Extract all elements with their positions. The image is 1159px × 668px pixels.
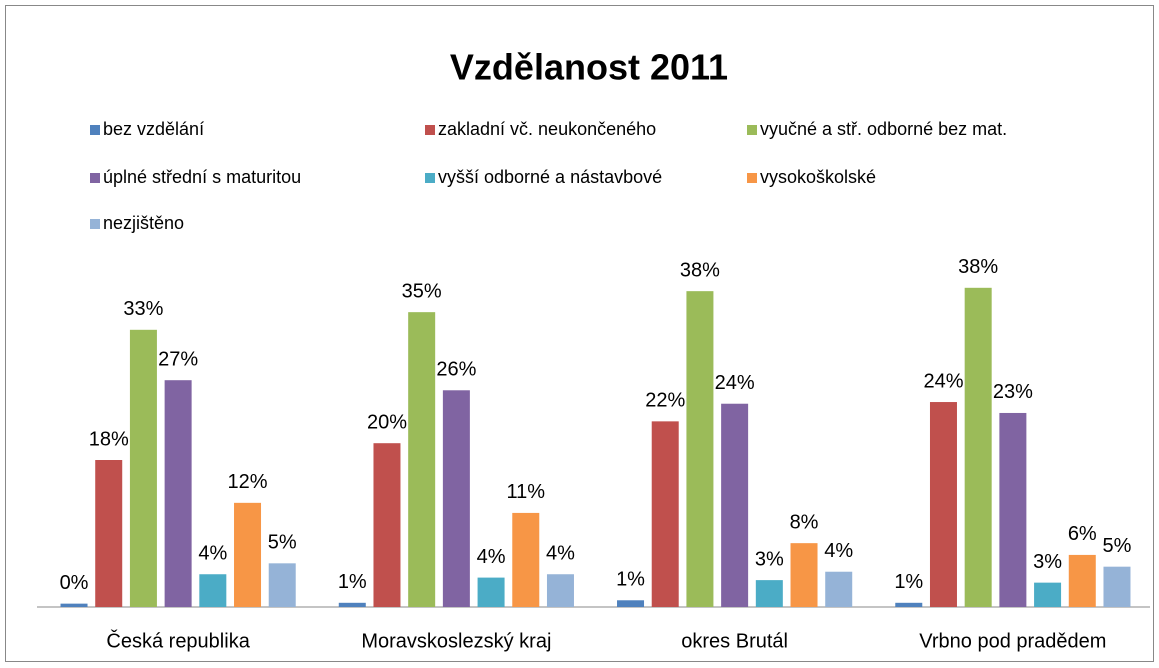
bar [651,421,679,607]
chart-frame [5,5,1154,662]
bar [1103,566,1131,607]
bar [790,543,818,607]
data-label: 23% [993,381,1033,403]
bar [442,390,470,607]
bar [199,574,227,607]
data-label: 12% [228,471,268,493]
bar [268,563,296,607]
x-tick-label: Česká republika [106,629,250,652]
data-label: 11% [507,481,546,503]
bar [999,412,1027,607]
data-label: 1% [616,569,645,591]
x-tick-label: Moravskoslezský kraj [361,630,551,652]
data-label: 5% [1103,535,1132,557]
data-label: 27% [158,348,198,370]
legend-swatch [90,173,100,183]
data-label: 4% [546,543,575,565]
bar [60,603,88,607]
data-label: 1% [338,571,367,593]
bar [512,512,540,607]
x-tick-label: Vrbno pod pradědem [919,630,1106,652]
bar [234,502,262,607]
data-label: 24% [923,370,963,392]
legend-label: vyšší odborné a nástavbové [438,167,662,187]
data-label: 8% [790,511,819,533]
data-label: 33% [123,298,163,320]
bar [721,403,749,607]
x-tick-label: okres Brutál [681,630,788,652]
bar [1068,554,1096,607]
data-label: 4% [198,543,227,565]
data-label: 1% [894,571,923,593]
legend-label: zakladní vč. neukončeného [438,119,656,139]
data-label: 5% [268,532,297,554]
bar [929,402,957,607]
bar [95,460,123,607]
legend-label: vyučné a stř. odborné bez mat. [760,119,1007,139]
legend-swatch [90,125,100,135]
bar [373,443,401,607]
legend-swatch [747,173,757,183]
legend-swatch [425,173,435,183]
data-label: 22% [645,390,685,412]
legend-label: nezjištěno [103,213,184,233]
bar [964,287,992,607]
data-label: 0% [60,572,89,594]
bar [477,577,505,607]
data-label: 26% [436,359,476,381]
bar [686,291,714,607]
legend-swatch [425,125,435,135]
data-label: 3% [755,548,784,570]
legend-swatch [747,125,757,135]
bar [164,380,192,607]
data-label: 4% [824,540,853,562]
data-label: 4% [477,546,506,568]
legend-label: bez vzdělání [103,119,204,139]
data-label: 3% [1033,551,1062,573]
chart-title: Vzdělanost 2011 [450,47,728,88]
data-label: 18% [89,428,129,450]
data-label: 20% [367,411,407,433]
legend-swatch [90,219,100,229]
bar [338,602,366,607]
bar [895,602,923,607]
bar [825,571,853,607]
bar [546,574,574,607]
data-label: 24% [715,372,755,394]
bar [755,580,783,607]
bar [129,329,157,607]
legend-label: úplné střední s maturitou [103,167,301,187]
bar [1034,582,1062,607]
data-label: 38% [680,259,720,281]
data-label: 6% [1068,523,1097,545]
data-label: 35% [402,280,442,302]
data-label: 38% [958,256,998,278]
legend-label: vysokoškolské [760,167,876,187]
bar [617,600,645,607]
bar [408,312,436,607]
